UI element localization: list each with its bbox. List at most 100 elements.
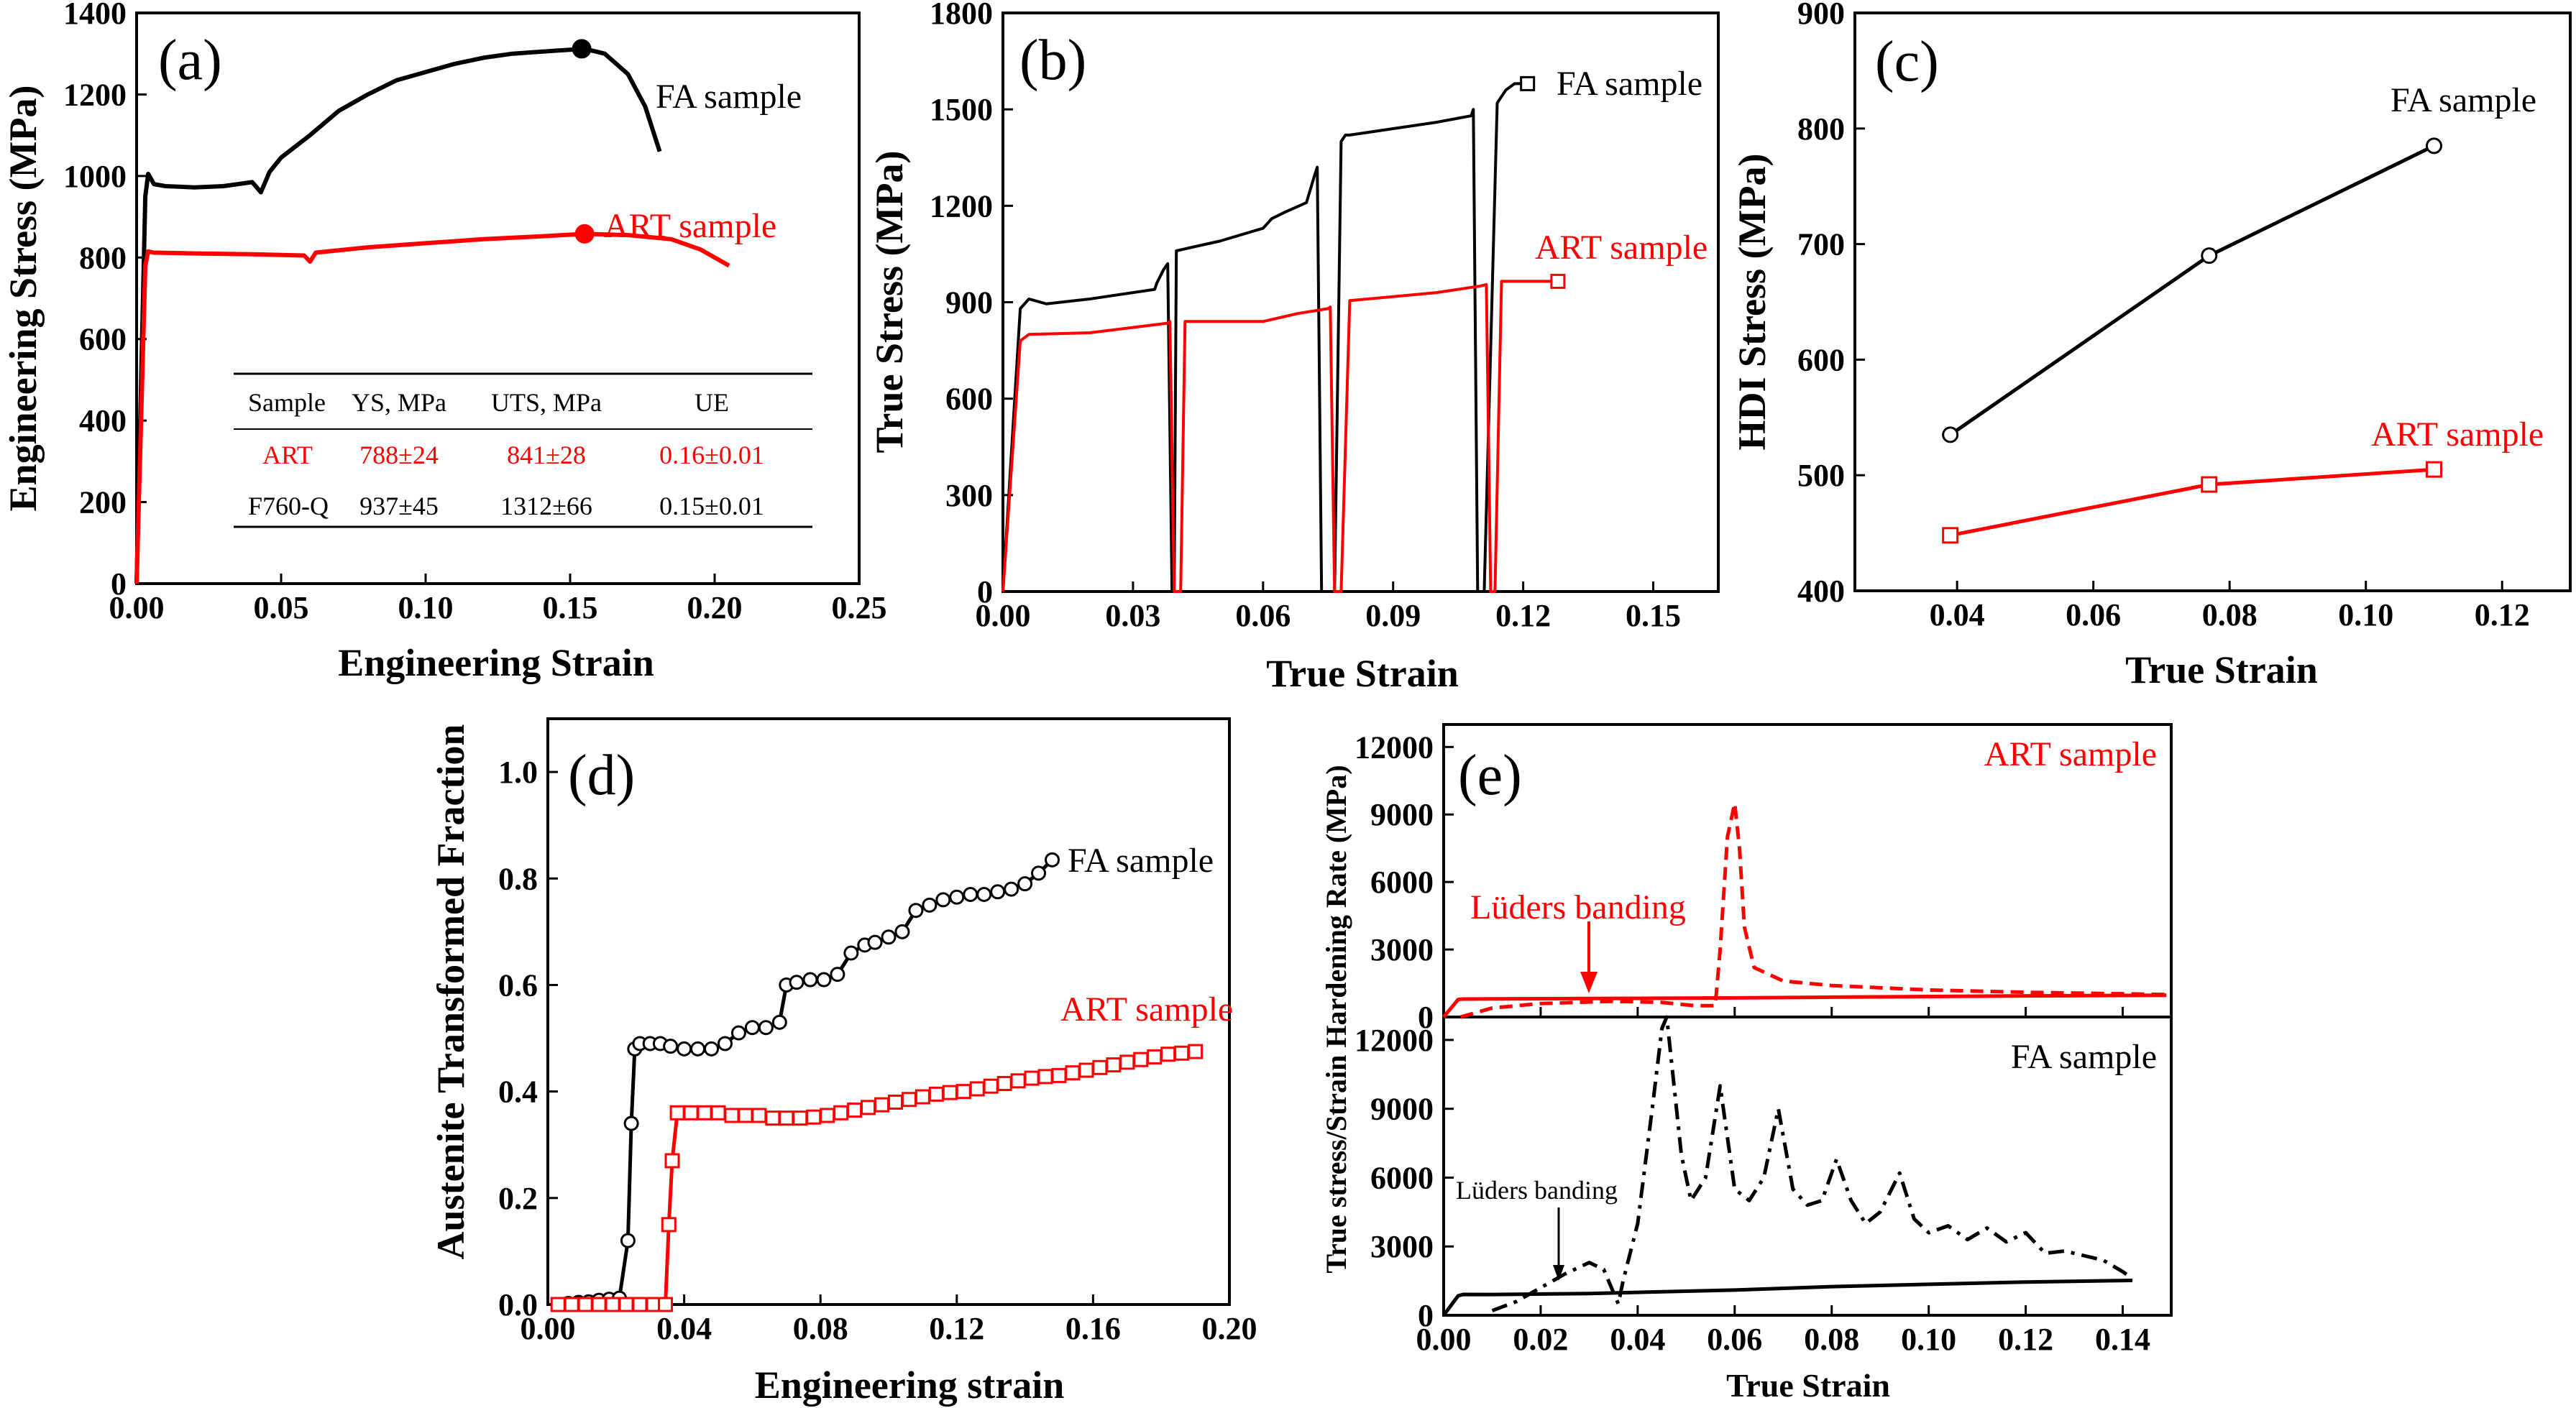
d-data-point <box>1188 1044 1204 1059</box>
c-panel-letter: (c) <box>1875 30 1939 93</box>
d-data-point <box>771 1014 787 1030</box>
a-y-tick-label: 200 <box>79 485 127 520</box>
c-y-tick-label: 400 <box>1797 574 1845 609</box>
a-y-tick-label: 1000 <box>63 159 127 194</box>
d-data-point <box>990 884 1006 900</box>
d-data-point <box>620 1233 636 1248</box>
d-data-point <box>1045 852 1060 868</box>
e-top-annotation: Lüders banding <box>1470 888 1686 926</box>
d-data-point <box>658 1297 674 1312</box>
c-x-tick-label: 0.04 <box>1930 597 1985 632</box>
d-data-point <box>806 1109 822 1125</box>
a-y-tick-label: 1200 <box>63 77 127 112</box>
d-data-point <box>789 975 805 990</box>
d-data-point <box>1160 1046 1176 1062</box>
d-data-point <box>861 1100 876 1115</box>
d-series-label: ART sample <box>1060 990 1233 1029</box>
d-data-point <box>618 1297 634 1312</box>
d-y-tick-label: 0.4 <box>498 1075 538 1110</box>
d-data-point <box>843 945 859 961</box>
d-data-point <box>663 1039 679 1054</box>
d-data-point <box>1017 876 1033 892</box>
d-data-point <box>1133 1052 1149 1067</box>
a-table-cell: 0.15±0.01 <box>659 492 764 520</box>
e-top-y-tick-label: 6000 <box>1370 865 1434 900</box>
d-x-tick-label: 0.16 <box>1065 1311 1121 1346</box>
e-bottom-x-tick-label: 0.12 <box>1998 1322 2053 1357</box>
d-data-point <box>1004 881 1019 897</box>
b-end-point <box>1520 75 1536 91</box>
e-bottom-plot-frame <box>1442 1016 2173 1317</box>
d-data-point <box>949 889 965 905</box>
e-bottom-series-label: FA sample <box>2011 1038 2157 1076</box>
d-data-point <box>683 1105 699 1121</box>
d-data-point <box>955 1084 971 1100</box>
d-x-tick-label: 0.12 <box>929 1311 984 1346</box>
c-data-point <box>1942 426 1959 443</box>
e-bottom-y-tick-label: 0 <box>1418 1298 1434 1333</box>
d-data-point <box>1010 1073 1026 1089</box>
e-bottom-y-tick-label: 6000 <box>1370 1160 1434 1195</box>
e-top-series-label: ART sample <box>1984 735 2157 773</box>
b-y-tick-label: 1200 <box>930 188 993 224</box>
b-y-tick-label: 600 <box>945 382 993 417</box>
a-x-tick-label: 0.20 <box>687 590 743 625</box>
d-data-point <box>697 1105 712 1121</box>
b-y-tick-label: 1500 <box>930 92 993 127</box>
c-series-line <box>1949 144 2435 436</box>
b-y-axis-title: True Stress (MPa) <box>868 151 911 454</box>
d-data-point <box>664 1153 680 1169</box>
c-data-point <box>2425 137 2442 155</box>
c-series-label: FA sample <box>2391 81 2536 119</box>
d-data-point <box>792 1110 808 1126</box>
d-data-point <box>833 1105 849 1121</box>
e-bottom-x-tick-label: 0.00 <box>1416 1322 1472 1357</box>
a-y-tick-label: 1400 <box>63 0 127 31</box>
d-data-point <box>874 1097 890 1113</box>
d-data-point <box>779 1110 794 1126</box>
a-series-label: ART sample <box>604 207 776 245</box>
d-data-point <box>1078 1062 1094 1078</box>
a-series-line <box>134 231 730 584</box>
e-y-axis-title: True stress/Strain Hardening Rate (MPa) <box>1320 765 1352 1273</box>
d-data-point <box>632 1297 648 1312</box>
a-x-tick-label: 0.10 <box>398 590 454 625</box>
d-data-point <box>935 892 951 908</box>
c-data-point <box>2201 247 2218 264</box>
b-x-tick-label: 0.09 <box>1365 598 1421 633</box>
e-panel-letter: (e) <box>1458 744 1522 807</box>
d-data-point <box>677 1041 692 1057</box>
b-x-tick-label: 0.03 <box>1105 598 1160 633</box>
a-y-tick-label: 0 <box>111 566 127 602</box>
d-data-point <box>820 1108 835 1123</box>
d-y-tick-label: 0.0 <box>498 1287 538 1322</box>
b-series-line <box>1001 82 1523 593</box>
a-table-cell: 0.16±0.01 <box>659 441 764 469</box>
d-data-point <box>605 1297 620 1312</box>
d-data-point <box>867 934 883 950</box>
b-x-tick-label: 0.00 <box>976 598 1031 633</box>
d-data-point <box>577 1297 593 1312</box>
a-x-tick-label: 0.15 <box>543 590 598 625</box>
d-series-line <box>558 1049 1196 1307</box>
d-data-point <box>1147 1049 1163 1064</box>
d-x-axis-title: Engineering strain <box>755 1363 1065 1407</box>
b-x-tick-label: 0.06 <box>1235 598 1291 633</box>
c-x-tick-label: 0.08 <box>2202 597 2258 632</box>
a-table-cell: 788±24 <box>359 441 439 469</box>
c-x-axis-title: True Strain <box>2125 648 2318 691</box>
a-table-header: UE <box>695 388 729 417</box>
e-bottom-x-tick-label: 0.06 <box>1707 1322 1762 1357</box>
c-x-tick-label: 0.12 <box>2475 597 2530 632</box>
d-data-point <box>690 1041 706 1057</box>
d-data-point <box>1031 865 1047 881</box>
b-y-tick-label: 1800 <box>930 0 993 31</box>
b-x-tick-label: 0.12 <box>1495 598 1551 633</box>
d-data-point <box>942 1085 958 1100</box>
d-data-point <box>901 1092 917 1108</box>
d-series-label: FA sample <box>1068 842 1214 880</box>
c-y-axis-title: HDI Stress (MPa) <box>1731 154 1774 451</box>
d-data-point <box>816 972 832 988</box>
e-bottom-y-tick-label: 3000 <box>1370 1229 1434 1264</box>
c-data-point <box>2425 461 2442 478</box>
